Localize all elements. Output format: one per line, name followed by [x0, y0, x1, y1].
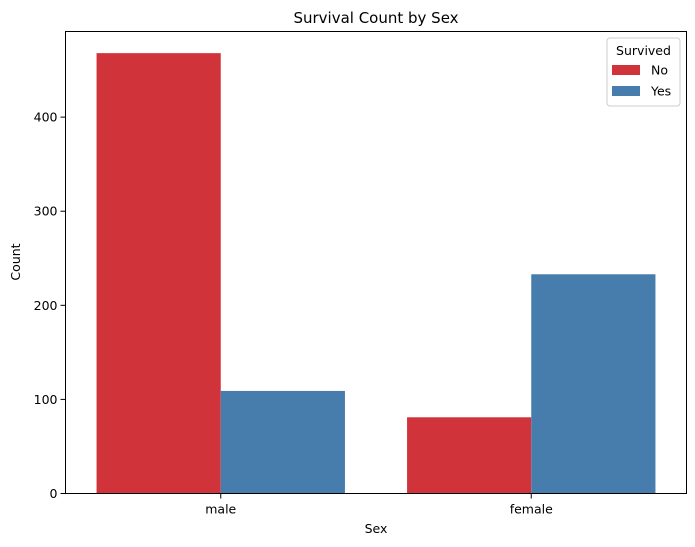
bars-layer [96, 53, 656, 494]
y-tick-label: 100 [34, 392, 58, 407]
y-tick-label: 0 [50, 486, 58, 501]
legend-swatch-yes [612, 86, 640, 96]
y-axis-label: Count [8, 243, 23, 280]
legend: Survived No Yes [606, 37, 681, 107]
chart-title: Survival Count by Sex [293, 9, 458, 27]
x-axis-label: Sex [365, 521, 388, 536]
legend-label-no: No [651, 63, 668, 78]
bar-female-yes [531, 274, 656, 494]
legend-label-yes: Yes [650, 84, 671, 99]
plot-frame [65, 31, 687, 494]
x-tick-label: male [205, 502, 236, 517]
bar-male-no [96, 53, 221, 494]
y-tick-label: 200 [34, 298, 58, 313]
bar-male-yes [220, 390, 345, 494]
y-tick-label: 300 [34, 204, 58, 219]
x-axis: male female [205, 493, 553, 517]
x-tick-label: female [510, 502, 553, 517]
legend-title: Survived [616, 43, 671, 58]
y-tick-label: 400 [34, 110, 58, 125]
legend-swatch-no [612, 65, 640, 75]
y-axis: 0 100 200 300 400 [34, 110, 66, 501]
bar-female-no [407, 417, 532, 494]
